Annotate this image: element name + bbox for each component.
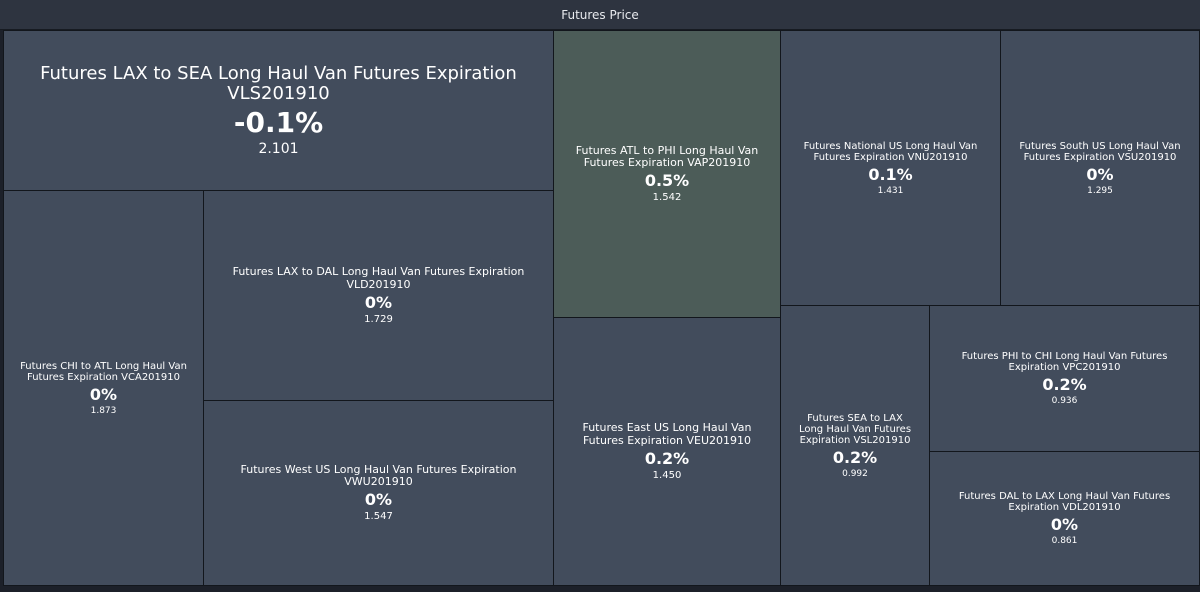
- tile-change: 0%: [89, 384, 118, 404]
- chart-title: Futures Price: [561, 7, 639, 22]
- tile-price: 0.936: [1051, 396, 1078, 406]
- tile-label: Futures East US Long Haul Van Futures Ex…: [582, 421, 752, 447]
- treemap-tile[interactable]: Futures DAL to LAX Long Haul Van Futures…: [929, 451, 1200, 586]
- tile-change: 0.2%: [1042, 375, 1087, 394]
- tile-label: Futures South US Long Haul Van Futures E…: [1019, 140, 1181, 163]
- treemap-tile[interactable]: Futures PHI to CHI Long Haul Van Futures…: [929, 305, 1200, 452]
- tile-change: 0%: [364, 490, 393, 510]
- tile-label: Futures National US Long Haul Van Future…: [803, 140, 978, 163]
- tile-price: 0.861: [1051, 536, 1078, 546]
- tile-change: -0.1%: [233, 105, 324, 139]
- tile-change: 0.5%: [644, 171, 690, 191]
- tile-price: 1.542: [652, 192, 682, 204]
- tile-label: Futures West US Long Haul Van Futures Ex…: [240, 462, 517, 488]
- tile-change: 0%: [364, 292, 393, 312]
- tile-price: 0.992: [842, 468, 868, 479]
- treemap-tile[interactable]: Futures SEA to LAX Long Haul Van Futures…: [780, 305, 930, 586]
- tile-price: 1.729: [364, 313, 393, 325]
- tile-price: 1.873: [90, 405, 117, 416]
- treemap-tile[interactable]: Futures West US Long Haul Van Futures Ex…: [203, 400, 554, 586]
- treemap-tile[interactable]: Futures LAX to DAL Long Haul Van Futures…: [203, 190, 554, 401]
- tile-label: Futures DAL to LAX Long Haul Van Futures…: [958, 491, 1171, 513]
- tile-price: 2.101: [258, 140, 299, 157]
- tile-change: 0.1%: [868, 164, 913, 184]
- treemap-tile[interactable]: Futures LAX to SEA Long Haul Van Futures…: [3, 30, 554, 191]
- tile-label: Futures LAX to SEA Long Haul Van Futures…: [40, 63, 517, 104]
- treemap-tile[interactable]: Futures National US Long Haul Van Future…: [780, 30, 1001, 306]
- treemap-tile[interactable]: Futures ATL to PHI Long Haul Van Futures…: [553, 30, 781, 318]
- tile-price: 1.295: [1087, 185, 1113, 196]
- tile-change: 0.2%: [644, 448, 690, 468]
- tile-change: 0%: [1050, 515, 1079, 534]
- tile-label: Futures SEA to LAX Long Haul Van Futures…: [798, 412, 912, 446]
- tile-change: 0%: [1086, 164, 1114, 184]
- treemap-tile[interactable]: Futures South US Long Haul Van Futures E…: [1000, 30, 1200, 306]
- tile-price: 1.547: [364, 511, 393, 523]
- tile-price: 1.431: [877, 185, 904, 196]
- treemap-tile[interactable]: Futures East US Long Haul Van Futures Ex…: [553, 317, 781, 586]
- tile-change: 0.2%: [832, 447, 878, 467]
- treemap-tile[interactable]: Futures CHI to ATL Long Haul Van Futures…: [3, 190, 204, 586]
- tile-label: Futures ATL to PHI Long Haul Van Futures…: [575, 143, 759, 169]
- tile-price: 1.450: [652, 469, 682, 481]
- tile-label: Futures LAX to DAL Long Haul Van Futures…: [232, 265, 525, 291]
- chart-header: Futures Price: [0, 0, 1200, 30]
- tile-label: Futures CHI to ATL Long Haul Van Futures…: [20, 360, 187, 383]
- tile-label: Futures PHI to CHI Long Haul Van Futures…: [961, 351, 1168, 373]
- treemap: Futures LAX to SEA Long Haul Van Futures…: [0, 30, 1200, 592]
